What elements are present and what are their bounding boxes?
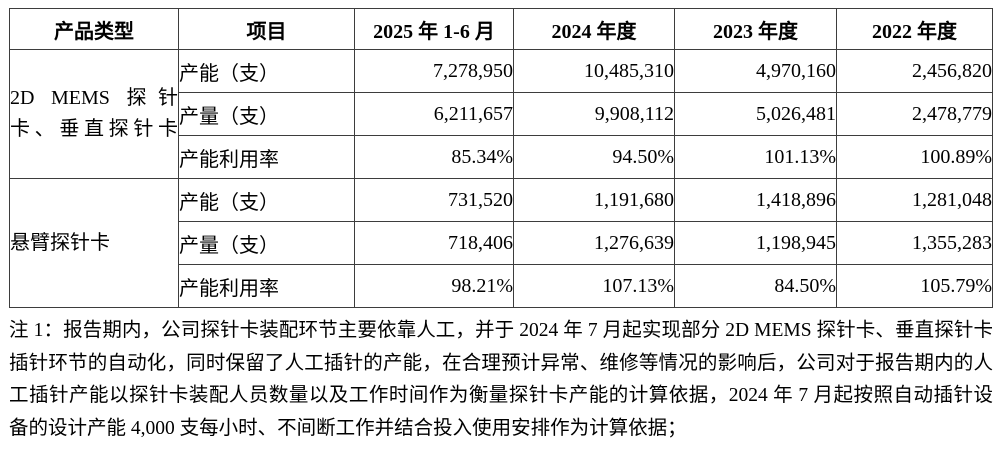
footnote-line: 备的设计产能 4,000 支每小时、不间断工作并结合投入使用安排作为计算依据； <box>9 417 687 439</box>
value-cell: 1,198,945 <box>674 221 837 265</box>
table-row: 悬臂探针卡 产能（支） 731,520 1,191,680 1,418,896 … <box>9 178 993 308</box>
item-label: 产量（支） <box>178 92 355 136</box>
value-cell: 100.89% <box>836 135 993 179</box>
item-label: 产能（支） <box>178 49 355 93</box>
item-label: 产能利用率 <box>178 135 355 179</box>
footnote-line: 注 1：报告期内，公司探针卡装配环节主要依靠人工，并于 2024 年 7 月起实… <box>9 320 993 341</box>
footnote: 注 1：报告期内，公司探针卡装配环节主要依靠人工，并于 2024 年 7 月起实… <box>9 315 993 445</box>
column-header-2023: 2023 年度 <box>674 8 837 50</box>
table-row: 产能利用率 98.21% 107.13% 84.50% 105.79% <box>10 264 993 308</box>
product-group-label-cantilever: 悬臂探针卡 <box>9 178 179 308</box>
value-cell: 85.34% <box>354 135 514 179</box>
value-cell: 84.50% <box>674 264 837 308</box>
capacity-utilization-table: 产品类型 项目 2025 年 1-6 月 2024 年度 2023 年度 202… <box>9 8 993 308</box>
table-row: 产量（支） 718,406 1,276,639 1,198,945 1,355,… <box>10 221 993 265</box>
value-cell: 1,281,048 <box>836 178 993 222</box>
value-cell: 107.13% <box>513 264 675 308</box>
item-label: 产能（支） <box>178 178 355 222</box>
footnote-line: 插针环节的自动化，同时保留了人工插针的产能，在合理预计异常、维修等情况的影响后，… <box>9 352 993 374</box>
item-label: 产能利用率 <box>178 264 355 308</box>
table-row: 产能利用率 85.34% 94.50% 101.13% 100.89% <box>10 135 993 179</box>
value-cell: 10,485,310 <box>513 49 675 93</box>
value-cell: 2,456,820 <box>836 49 993 93</box>
value-cell: 5,026,481 <box>674 92 837 136</box>
value-cell: 2,478,779 <box>836 92 993 136</box>
value-cell: 101.13% <box>674 135 837 179</box>
value-cell: 1,355,283 <box>836 221 993 265</box>
table-row: 2D MEMS 探针卡、垂直探针卡 产能（支） 7,278,950 10,485… <box>9 49 993 179</box>
value-cell: 9,908,112 <box>513 92 675 136</box>
value-cell: 7,278,950 <box>354 49 514 93</box>
column-header-product-type: 产品类型 <box>9 8 179 50</box>
value-cell: 94.50% <box>513 135 675 179</box>
value-cell: 1,418,896 <box>674 178 837 222</box>
value-cell: 98.21% <box>354 264 514 308</box>
column-header-2025h1: 2025 年 1-6 月 <box>354 8 514 50</box>
value-cell: 1,191,680 <box>513 178 675 222</box>
value-cell: 731,520 <box>354 178 514 222</box>
value-cell: 4,970,160 <box>674 49 837 93</box>
column-header-2024: 2024 年度 <box>513 8 675 50</box>
value-cell: 105.79% <box>836 264 993 308</box>
table-row: 产量（支） 6,211,657 9,908,112 5,026,481 2,47… <box>10 92 993 136</box>
value-cell: 1,276,639 <box>513 221 675 265</box>
column-header-2022: 2022 年度 <box>836 8 993 50</box>
column-header-item: 项目 <box>178 8 355 50</box>
value-cell: 6,211,657 <box>354 92 514 136</box>
footnote-line: 工插针产能以探针卡装配人员数量以及工作时间作为衡量探针卡产能的计算依据，2024… <box>9 385 993 406</box>
item-label: 产量（支） <box>178 221 355 265</box>
product-group-label-mems: 2D MEMS 探针卡、垂直探针卡 <box>9 49 179 179</box>
table-header-row: 产品类型 项目 2025 年 1-6 月 2024 年度 2023 年度 202… <box>9 8 993 50</box>
value-cell: 718,406 <box>354 221 514 265</box>
